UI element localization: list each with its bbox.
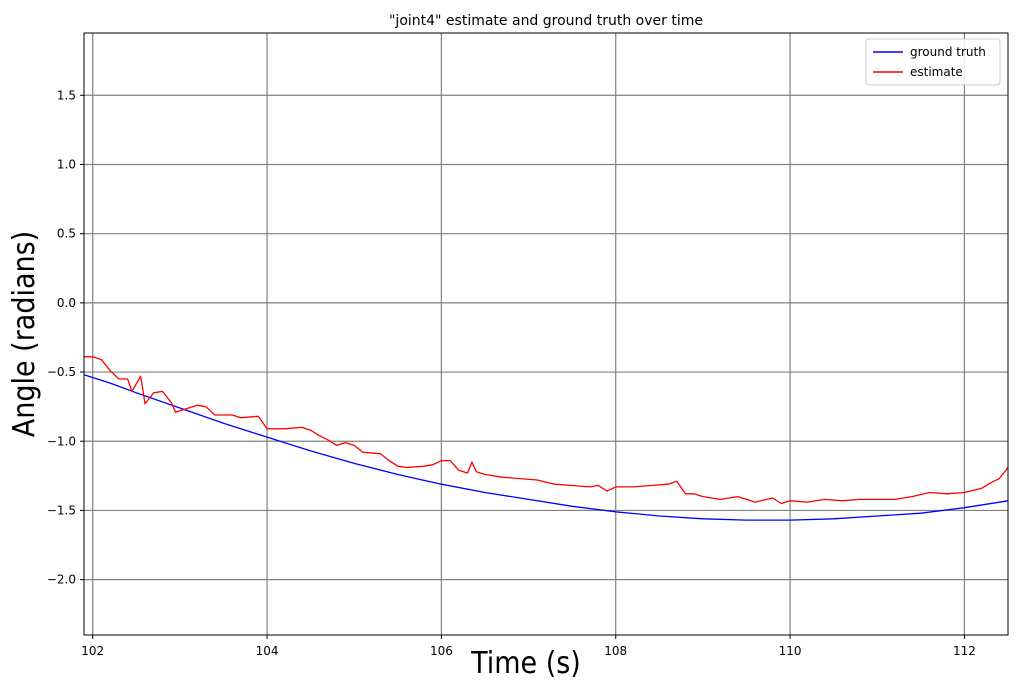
x-tick-label: 108 (604, 644, 627, 658)
x-tick-label: 112 (953, 644, 976, 658)
ticks: 102 104 106 108 110 112 1.5 1.0 0.5 0.0 −0.5 −1.0 −1… (47, 88, 976, 658)
series-layer (83, 356, 1009, 521)
x-tick-label: 110 (779, 644, 802, 658)
y-tick-label: −1.5 (47, 503, 76, 517)
grid (84, 33, 1008, 635)
y-tick-label: −1.0 (47, 434, 76, 448)
y-tick-label: −0.5 (47, 365, 76, 379)
x-tick-label: 106 (430, 644, 453, 658)
legend-label-estimate: estimate (910, 65, 963, 79)
y-tick-label: 0.0 (57, 296, 76, 310)
chart-title: "joint4" estimate and ground truth over … (389, 13, 703, 29)
plot-frame (83, 32, 1009, 636)
legend: ground truth estimate (865, 38, 1001, 86)
x-tick-label: 104 (256, 644, 279, 658)
y-tick-label: 0.5 (57, 227, 76, 241)
y-tick-label: −2.0 (47, 573, 76, 587)
legend-label-ground-truth: ground truth (910, 45, 986, 59)
x-tick-label: 102 (81, 644, 104, 658)
legend-box (865, 38, 1001, 86)
plot-area (84, 33, 1008, 635)
y-tick-label: 1.5 (57, 88, 76, 102)
series-line-ground-truth (83, 374, 1009, 521)
y-axis-label: Angle (radians) (7, 231, 42, 437)
x-axis-label: Time (s) (470, 646, 581, 681)
series-line-estimate (84, 356, 1009, 505)
y-tick-label: 1.0 (57, 157, 76, 171)
